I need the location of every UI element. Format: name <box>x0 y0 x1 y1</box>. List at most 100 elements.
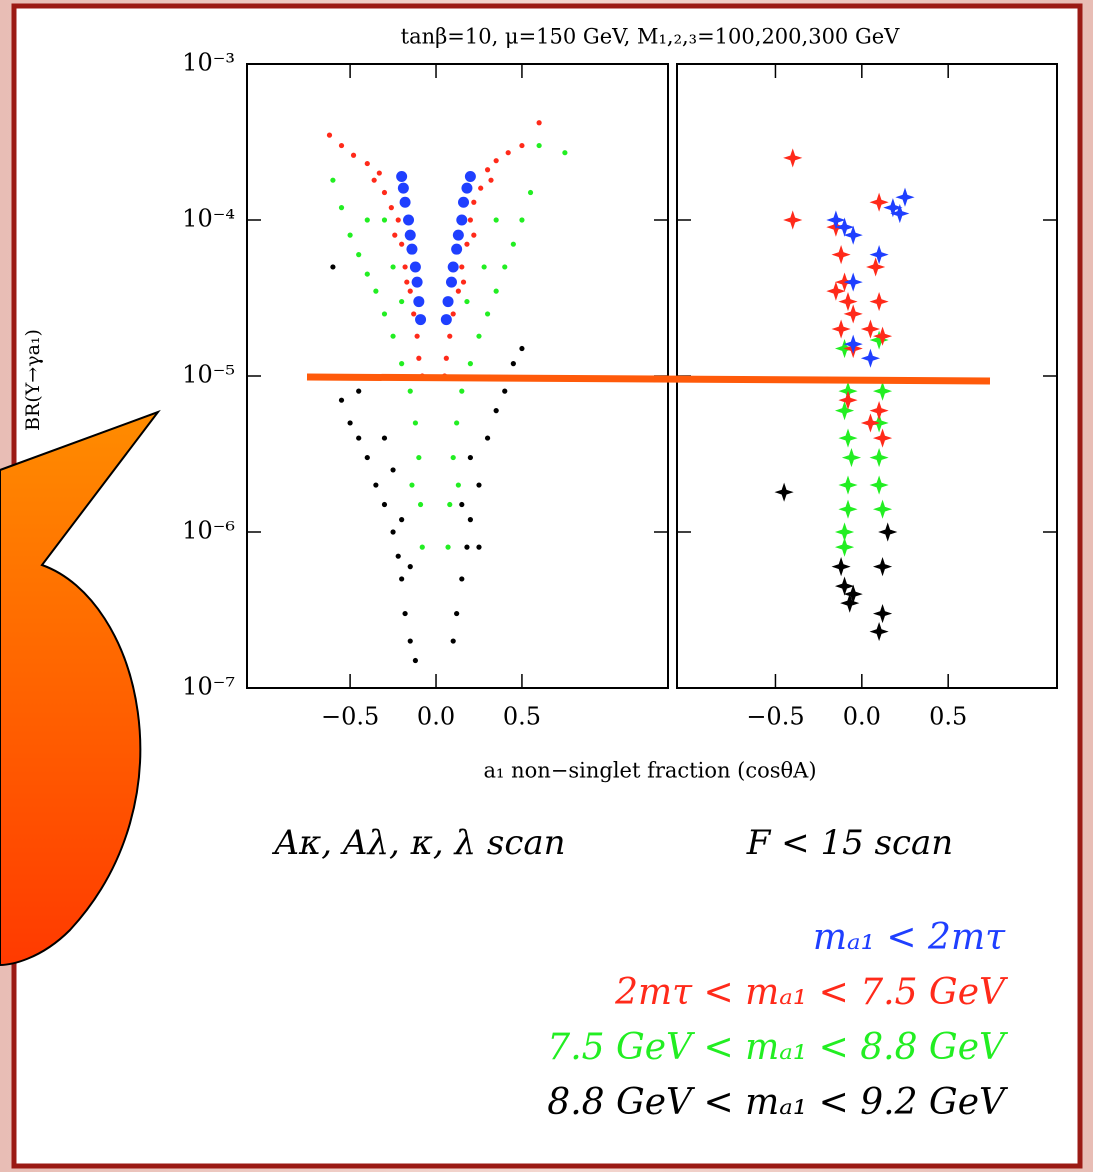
x-tick-label: 0.0 <box>417 703 455 731</box>
callout <box>0 409 161 967</box>
point <box>826 281 846 301</box>
y-tick-label: 10⁻⁵ <box>182 361 235 389</box>
point <box>390 264 396 270</box>
point <box>510 241 516 247</box>
point <box>484 167 491 173</box>
panel-label: Aκ, Aλ, κ, λ scan <box>271 823 565 863</box>
point <box>373 482 379 488</box>
point <box>440 314 452 326</box>
point <box>774 482 794 502</box>
point <box>843 304 863 324</box>
chart-title: tanβ=10, μ=150 GeV, M₁,₂,₃=100,200,300 G… <box>401 25 901 49</box>
point <box>834 537 855 557</box>
point <box>406 243 418 255</box>
point <box>869 291 889 312</box>
point <box>388 205 394 211</box>
point <box>838 390 858 410</box>
point <box>493 408 499 414</box>
point <box>476 544 482 550</box>
point <box>872 326 893 346</box>
point <box>860 413 881 433</box>
point <box>450 454 456 461</box>
point <box>458 196 470 208</box>
point <box>826 210 846 230</box>
y-tick-label: 10⁻⁴ <box>182 205 235 233</box>
point <box>869 475 889 495</box>
legend: mₐ₁ < 2mτ 2mτ < mₐ₁ < 7.5 GeV 7.5 GeV < mₐ… <box>547 917 1009 1123</box>
point <box>350 152 357 158</box>
point <box>371 177 377 183</box>
point <box>838 499 858 519</box>
point <box>381 435 388 441</box>
point <box>834 401 855 421</box>
x-tick-label: 0.0 <box>843 703 881 731</box>
point <box>783 148 803 168</box>
point <box>381 189 388 196</box>
point <box>390 467 396 473</box>
point <box>412 657 418 664</box>
point <box>869 192 889 212</box>
point <box>488 177 494 183</box>
point <box>373 288 379 294</box>
point <box>510 361 516 367</box>
point <box>502 388 508 394</box>
point <box>399 361 405 367</box>
point <box>338 142 345 149</box>
point <box>459 264 465 270</box>
point <box>505 150 511 156</box>
point <box>843 584 863 604</box>
y-tick-label: 10⁻⁷ <box>182 673 235 701</box>
point <box>402 610 408 617</box>
point <box>396 171 408 183</box>
point <box>890 203 910 224</box>
point <box>478 185 484 191</box>
y-tick-label: 10⁻³ <box>182 49 235 77</box>
point <box>364 271 370 277</box>
point <box>467 217 473 223</box>
point <box>390 333 396 339</box>
point <box>455 288 461 294</box>
threshold-line <box>306 373 991 385</box>
point <box>451 243 463 255</box>
point <box>502 264 508 270</box>
point <box>493 288 499 294</box>
point <box>390 529 396 535</box>
legend-entry: mₐ₁ < 2mτ <box>813 917 1006 958</box>
x-axis-label: a₁ non−singlet fraction (cosθA) <box>483 759 816 783</box>
point <box>392 232 398 238</box>
point <box>471 199 477 205</box>
point <box>416 355 422 361</box>
point <box>493 217 499 223</box>
point <box>461 182 473 194</box>
point <box>872 428 893 448</box>
point <box>404 229 416 241</box>
point <box>831 557 851 577</box>
point <box>376 170 382 176</box>
point <box>467 517 473 523</box>
point <box>409 482 415 488</box>
point <box>519 345 525 352</box>
point <box>872 603 893 624</box>
point <box>413 296 425 308</box>
point <box>455 482 461 488</box>
point <box>338 205 345 211</box>
point <box>467 361 473 367</box>
point <box>447 501 453 508</box>
point <box>381 217 388 223</box>
point <box>443 355 449 361</box>
point <box>883 198 903 218</box>
point <box>519 217 525 223</box>
point <box>416 454 422 461</box>
point <box>399 517 405 523</box>
point <box>399 576 405 582</box>
point <box>878 522 898 542</box>
point <box>411 276 423 288</box>
point <box>326 132 333 138</box>
point <box>476 333 482 339</box>
point <box>381 311 388 317</box>
point <box>445 276 457 288</box>
point <box>869 447 889 468</box>
point <box>464 241 470 247</box>
x-tick-label: −0.5 <box>321 703 379 731</box>
point <box>476 482 482 488</box>
